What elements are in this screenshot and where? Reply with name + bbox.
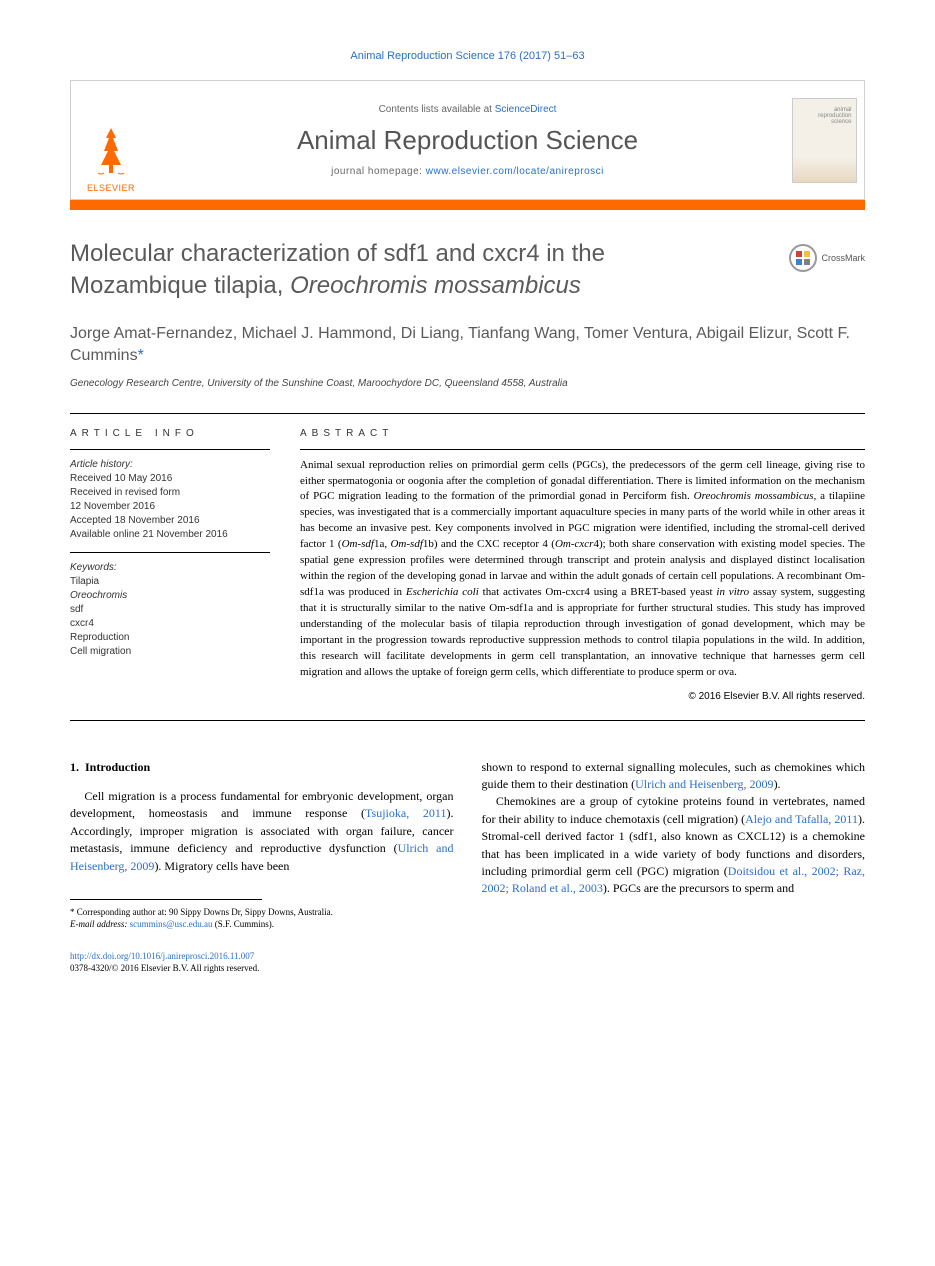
crossmark-badge[interactable]: CrossMark — [789, 244, 865, 272]
contents-available: Contents lists available at ScienceDirec… — [379, 104, 557, 115]
history-received: Received 10 May 2016 — [70, 472, 270, 486]
homepage-link[interactable]: www.elsevier.com/locate/anireprosci — [426, 166, 604, 177]
kw4: cxcr4 — [70, 617, 270, 631]
c2p1b: ). — [774, 777, 781, 791]
contents-prefix: Contents lists available at — [379, 104, 495, 115]
kw2: Oreochromis — [70, 589, 270, 603]
title-line1: Molecular characterization of sdf1 and c… — [70, 240, 605, 267]
history-revised1: Received in revised form — [70, 486, 270, 500]
cover-thumbnail: animal reproduction science — [792, 98, 857, 183]
cover-t3: science — [818, 119, 851, 125]
kw6: Cell migration — [70, 645, 270, 659]
article-info-column: ARTICLE INFO Article history: Received 1… — [70, 428, 270, 702]
elsevier-logo: ELSEVIER — [71, 81, 151, 199]
email-label: E-mail address: — [70, 919, 127, 929]
kw3: sdf — [70, 603, 270, 617]
journal-homepage: journal homepage: www.elsevier.com/locat… — [331, 166, 604, 177]
article-history-block: Article history: Received 10 May 2016 Re… — [70, 449, 270, 542]
cover-text: animal reproduction science — [818, 107, 851, 125]
abstract-copyright: © 2016 Elsevier B.V. All rights reserved… — [300, 691, 865, 702]
abstract-column: ABSTRACT Animal sexual reproduction reli… — [300, 428, 865, 702]
ref-ulrich2[interactable]: Ulrich and Heisenberg, 2009 — [635, 777, 773, 791]
affiliation: Genecology Research Centre, University o… — [70, 378, 865, 389]
header-citation: Animal Reproduction Science 176 (2017) 5… — [70, 50, 865, 62]
article-title: Molecular characterization of sdf1 and c… — [70, 238, 769, 303]
history-online: Available online 21 November 2016 — [70, 528, 270, 542]
divider-top — [70, 413, 865, 414]
elsevier-label: ELSEVIER — [87, 183, 135, 193]
doi-copyright-line: 0378-4320/© 2016 Elsevier B.V. All right… — [70, 962, 454, 974]
journal-header-box: ELSEVIER Contents lists available at Sci… — [70, 80, 865, 200]
history-revised2: 12 November 2016 — [70, 500, 270, 514]
email-suffix: (S.F. Cummins). — [212, 919, 274, 929]
sciencedirect-link[interactable]: ScienceDirect — [495, 104, 557, 115]
authors-list: Jorge Amat-Fernandez, Michael J. Hammond… — [70, 323, 865, 368]
homepage-prefix: journal homepage: — [331, 166, 426, 177]
p1c: ). Migratory cells have been — [154, 859, 289, 873]
abstract-text: Animal sexual reproduction relies on pri… — [300, 449, 865, 681]
cover-t2: reproduction — [818, 113, 851, 119]
crossmark-label: CrossMark — [821, 253, 865, 263]
doi-block: http://dx.doi.org/10.1016/j.anireprosci.… — [70, 950, 454, 974]
journal-name: Animal Reproduction Science — [297, 125, 638, 156]
author-email-link[interactable]: scummins@usc.edu.au — [130, 919, 213, 929]
section-number: 1. — [70, 760, 79, 774]
section-title: Introduction — [85, 760, 150, 774]
footnote-block: * Corresponding author at: 90 Sippy Down… — [70, 906, 454, 930]
corresponding-author: * Corresponding author at: 90 Sippy Down… — [70, 906, 454, 918]
section-heading: 1. Introduction — [70, 759, 454, 776]
ref-tsujioka[interactable]: Tsujioka, 2011 — [365, 806, 446, 820]
crossmark-icon — [789, 244, 817, 272]
body-col-right: shown to respond to external signalling … — [482, 759, 866, 975]
history-accepted: Accepted 18 November 2016 — [70, 514, 270, 528]
c2p2c: ). PGCs are the precursors to sperm and — [603, 881, 794, 895]
header-center: Contents lists available at ScienceDirec… — [151, 81, 784, 199]
body-columns: 1. Introduction Cell migration is a proc… — [70, 759, 865, 975]
corresponding-marker: * — [138, 347, 144, 364]
title-line2b: Oreochromis mossambicus — [290, 272, 581, 299]
orange-divider-bar — [70, 200, 865, 210]
kw1: Tilapia — [70, 575, 270, 589]
body-p1-cont: shown to respond to external signalling … — [482, 759, 866, 794]
keywords-block: Keywords: Tilapia Oreochromis sdf cxcr4 … — [70, 552, 270, 659]
body-col-left: 1. Introduction Cell migration is a proc… — [70, 759, 454, 975]
doi-link[interactable]: http://dx.doi.org/10.1016/j.anireprosci.… — [70, 951, 254, 961]
journal-cover: animal reproduction science — [784, 81, 864, 199]
body-p1: Cell migration is a process fundamental … — [70, 788, 454, 875]
title-line2a: Mozambique tilapia, — [70, 272, 290, 299]
body-p2: Chemokines are a group of cytokine prote… — [482, 793, 866, 897]
kw5: Reproduction — [70, 631, 270, 645]
divider-bottom — [70, 720, 865, 721]
keywords-label: Keywords: — [70, 561, 270, 575]
history-label: Article history: — [70, 458, 270, 472]
authors-text: Jorge Amat-Fernandez, Michael J. Hammond… — [70, 325, 850, 364]
footnote-divider — [70, 899, 262, 900]
ref-alejo[interactable]: Alejo and Tafalla, 2011 — [745, 812, 858, 826]
article-info-header: ARTICLE INFO — [70, 428, 270, 439]
abstract-header: ABSTRACT — [300, 428, 865, 439]
elsevier-tree-icon — [86, 123, 136, 183]
